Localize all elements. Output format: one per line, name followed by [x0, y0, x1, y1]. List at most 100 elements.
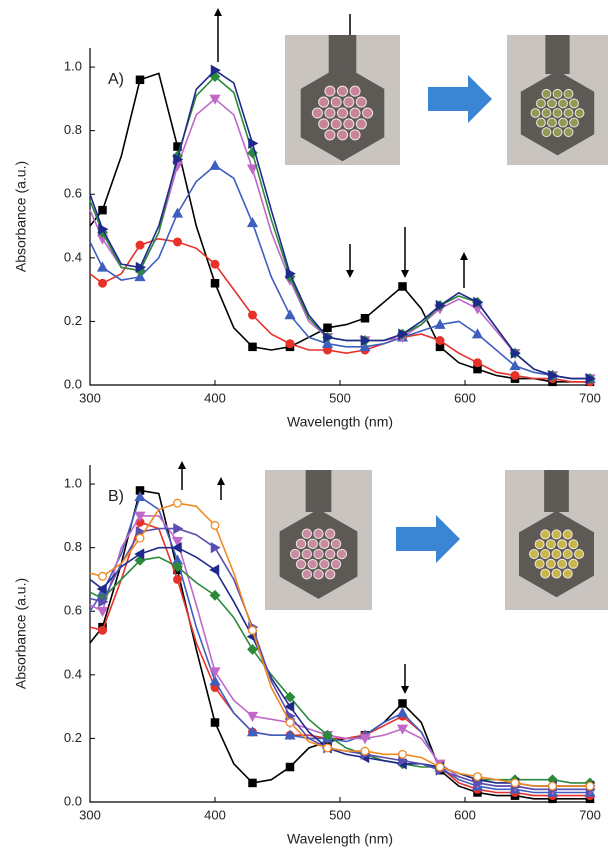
- sensor-well: [557, 539, 568, 550]
- sensor-well: [558, 98, 568, 109]
- sensor-well: [569, 98, 579, 109]
- data-marker: [434, 318, 446, 329]
- data-marker: [98, 596, 109, 608]
- data-marker: [173, 153, 184, 165]
- y-axis-label: Absorbance (a.u.): [13, 578, 29, 689]
- sensor-well: [336, 107, 349, 119]
- sensor-well: [336, 85, 349, 97]
- x-tick-label: 600: [454, 807, 476, 822]
- x-tick-label: 300: [79, 807, 101, 822]
- sensor-well: [295, 538, 307, 550]
- y-tick-label: 0.6: [64, 603, 82, 618]
- data-marker: [210, 64, 221, 76]
- sensor-well: [541, 127, 552, 138]
- sensor-well: [330, 558, 342, 570]
- axes: [89, 465, 590, 803]
- data-marker: [247, 643, 258, 655]
- data-marker: [246, 726, 259, 737]
- sensor-well: [301, 548, 312, 560]
- sensor-photo: [265, 470, 372, 610]
- sensor-well: [545, 558, 556, 569]
- data-marker: [585, 373, 596, 385]
- data-marker: [98, 625, 107, 635]
- data-marker: [435, 762, 445, 772]
- data-marker: [171, 537, 184, 548]
- sensor-well: [325, 569, 336, 580]
- data-marker: [435, 336, 445, 345]
- data-marker: [134, 548, 145, 560]
- data-marker: [360, 746, 370, 756]
- data-marker: [246, 217, 259, 228]
- sensor-well: [563, 127, 574, 138]
- sensor-well: [295, 558, 307, 570]
- sensor-well: [551, 529, 562, 540]
- data-marker: [173, 574, 182, 584]
- data-marker: [98, 205, 107, 215]
- data-marker: [398, 699, 407, 708]
- sensor-well: [318, 118, 330, 130]
- x-tick-label: 400: [204, 807, 226, 822]
- sensor-well: [551, 568, 562, 579]
- data-marker: [209, 589, 221, 601]
- sensor-well: [540, 529, 551, 540]
- data-marker: [510, 370, 520, 380]
- x-tick-label: 500: [329, 390, 351, 405]
- sensor-well: [343, 96, 355, 108]
- data-marker: [248, 310, 257, 320]
- data-marker: [135, 75, 145, 85]
- data-marker: [210, 542, 221, 554]
- sensor-stem: [305, 470, 332, 512]
- sensor-well: [319, 558, 330, 570]
- sensor-well: [552, 127, 563, 138]
- sensor-well: [313, 528, 324, 539]
- sensor-well: [313, 569, 324, 580]
- sensor-well: [536, 98, 546, 109]
- sensor-well: [529, 549, 540, 559]
- x-tick-label: 500: [329, 807, 351, 822]
- sensor-well: [552, 88, 563, 99]
- data-marker: [398, 749, 407, 759]
- sensor-well: [301, 569, 312, 580]
- data-marker: [210, 520, 220, 530]
- sensor-well: [530, 108, 541, 118]
- sensor-well: [573, 549, 584, 559]
- series-line: [89, 72, 590, 383]
- series-line: [89, 69, 590, 380]
- sensor-well: [362, 107, 374, 119]
- data-marker: [285, 268, 296, 280]
- data-marker: [548, 781, 557, 791]
- data-marker: [248, 342, 257, 352]
- series-line: [89, 521, 590, 797]
- sensor-well: [562, 568, 573, 579]
- y-tick-label: 0.4: [64, 249, 82, 264]
- data-marker: [173, 498, 182, 508]
- data-marker: [171, 542, 182, 554]
- data-marker: [323, 331, 334, 343]
- sensor-well: [311, 107, 323, 119]
- sensor-well: [547, 98, 557, 109]
- sensor-well: [547, 117, 557, 128]
- data-marker: [96, 583, 107, 595]
- data-marker: [284, 729, 296, 740]
- sensor-well: [545, 539, 556, 550]
- data-marker: [248, 137, 259, 149]
- data-marker: [210, 259, 220, 269]
- data-marker: [171, 207, 184, 218]
- y-tick-label: 0.2: [64, 313, 82, 328]
- sensor-well: [289, 548, 301, 560]
- sensor-well: [568, 539, 579, 550]
- sensor-well: [324, 85, 336, 97]
- data-marker: [210, 718, 220, 727]
- y-tick-label: 1.0: [64, 59, 82, 74]
- sensor-well: [349, 107, 361, 119]
- data-marker: [209, 159, 221, 170]
- panel-label: A): [108, 71, 124, 88]
- data-marker: [285, 718, 295, 727]
- sensor-well: [568, 558, 579, 569]
- sensor-well: [325, 528, 336, 539]
- data-marker: [284, 309, 296, 320]
- sensor-well: [563, 108, 574, 118]
- sensor-photo: [507, 35, 608, 165]
- sensor-well: [325, 548, 336, 560]
- data-marker: [323, 743, 332, 753]
